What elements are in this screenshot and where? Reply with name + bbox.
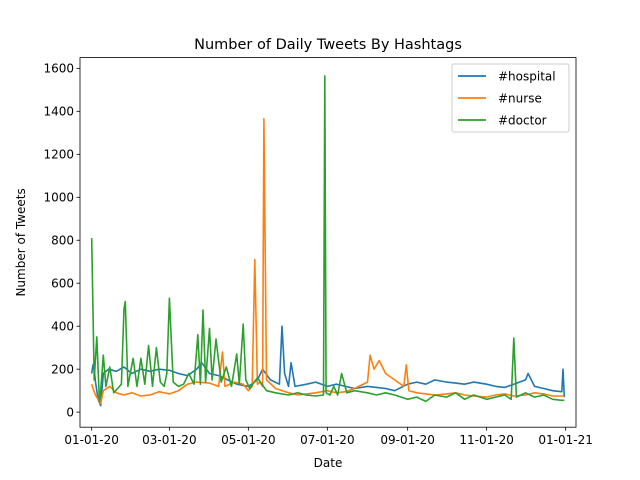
x-tick-label: 09-01-20 xyxy=(380,433,434,447)
y-tick-label: 400 xyxy=(51,320,74,334)
x-tick-label: 07-01-20 xyxy=(300,433,354,447)
series-line-doctor xyxy=(90,75,565,403)
chart-title: Number of Daily Tweets By Hashtags xyxy=(194,37,462,53)
legend-label: #hospital xyxy=(498,69,556,83)
y-tick-label: 1400 xyxy=(43,105,74,119)
series-layer xyxy=(90,75,566,407)
y-axis-label: Number of Tweets xyxy=(14,188,28,296)
x-axis-label: Date xyxy=(314,456,343,470)
x-axis-ticks: 01-01-20 03-01-20 05-01-20 07-01-20 09-01-20… xyxy=(64,427,593,447)
legend: #hospital #nurse #doctor xyxy=(451,63,570,133)
x-tick-label: 03-01-20 xyxy=(142,433,196,447)
y-tick-label: 1600 xyxy=(43,62,74,76)
x-tick-label: 01-01-21 xyxy=(538,433,592,447)
plot-frame xyxy=(79,57,577,428)
x-tick-label: 11-01-20 xyxy=(459,433,513,447)
y-tick-label: 1200 xyxy=(43,148,74,162)
series-line-nurse xyxy=(90,118,565,405)
legend-box xyxy=(451,63,570,133)
y-tick-label: 0 xyxy=(66,405,74,419)
y-axis-ticks: 0 200 400 600 800 1000 1200 1400 1600 xyxy=(43,62,80,419)
legend-label: #nurse xyxy=(498,91,542,105)
x-tick-label: 01-01-20 xyxy=(64,433,118,447)
y-tick-label: 600 xyxy=(51,277,74,291)
legend-label: #doctor xyxy=(498,113,547,127)
x-tick-label: 05-01-20 xyxy=(221,433,275,447)
y-tick-label: 800 xyxy=(51,234,74,248)
y-tick-label: 200 xyxy=(51,362,74,376)
y-tick-label: 1000 xyxy=(43,191,74,205)
